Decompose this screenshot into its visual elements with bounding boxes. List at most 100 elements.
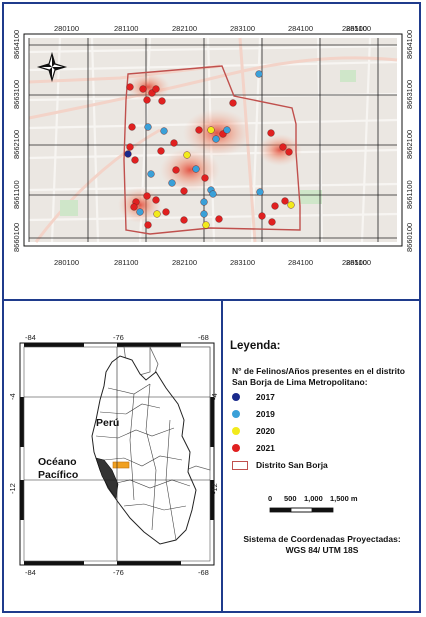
felid-point [268, 218, 276, 226]
district-map[interactable] [0, 0, 426, 300]
legend-item-2021: 2021 [232, 442, 275, 454]
legend-item-2020: 2020 [232, 425, 275, 437]
vertical-divider [221, 300, 223, 613]
top-y-tick-2: 8662100 [12, 129, 21, 159]
heat-clusters [118, 73, 302, 223]
felid-point [255, 70, 263, 78]
legend-title: Leyenda: [230, 340, 281, 352]
top-x-tick-bottom-2: 282100 [172, 258, 198, 267]
felid-point [157, 147, 165, 155]
legend-label: 2020 [256, 426, 275, 436]
felid-point [152, 85, 160, 93]
felid-point [212, 135, 220, 143]
crs-line1: Sistema de Coordenadas Proyectadas: [243, 534, 401, 544]
inset-x-tick-bottom-1: -76 [113, 568, 124, 577]
country-label: Perú [96, 417, 120, 429]
felid-point [202, 221, 210, 229]
felid-point [279, 143, 287, 151]
inset-x-tick-2: -68 [198, 333, 209, 342]
felid-point [168, 179, 176, 187]
legend-dot-icon [232, 393, 240, 401]
top-x-tick-3: 283100 [230, 24, 256, 33]
felid-point [200, 210, 208, 218]
inset-y-tick-right-1: -12 [210, 483, 219, 494]
felid-point [215, 215, 223, 223]
felid-point [192, 165, 200, 173]
felid-point [126, 83, 134, 91]
legend-item-2017: 2017 [232, 391, 275, 403]
felid-point [287, 201, 295, 209]
top-y-tick-right-2: 8662100 [405, 129, 414, 159]
scale-label-1500: 1,500 m [330, 494, 358, 503]
felid-point [143, 192, 151, 200]
felid-point [144, 123, 152, 131]
felid-point [162, 208, 170, 216]
top-y-tick-0: 8664100 [12, 29, 21, 59]
inset-y-tick-0: -4 [8, 393, 17, 400]
top-x-tick-bottom-1: 281100 [114, 258, 139, 267]
inset-y-tick-1: -12 [8, 483, 17, 494]
ocean-label-line1: Océano [38, 456, 77, 468]
felid-point [281, 197, 289, 205]
top-x-tick-0: 280100 [54, 24, 80, 33]
felid-point [130, 203, 138, 211]
top-y-tick-right-0: 8664100 [405, 29, 414, 59]
felid-point [144, 221, 152, 229]
legend-item-2019: 2019 [232, 408, 275, 420]
felid-point [143, 96, 151, 104]
top-x-tick-bottom-3: 283100 [230, 258, 256, 267]
felid-points [124, 70, 295, 229]
felid-point [267, 129, 275, 137]
top-y-tick-1: 8663100 [12, 79, 21, 109]
top-x-tick-bottom-6: 286100 [342, 258, 368, 267]
legend-label: 2021 [256, 443, 275, 453]
felid-point [180, 187, 188, 195]
felid-point [124, 150, 132, 158]
felid-point [195, 126, 203, 134]
inset-y-tick-right-0: -4 [210, 393, 219, 400]
legend-label: 2017 [256, 392, 275, 402]
crs-info: Sistema de Coordenadas Proyectadas: WGS … [228, 534, 416, 556]
scale-label-0: 0 [268, 494, 273, 503]
felid-point [170, 139, 178, 147]
felid-point [201, 174, 209, 182]
top-x-tick-bottom-0: 280100 [54, 258, 80, 267]
top-y-tick-right-3: 8661100 [405, 180, 414, 209]
felid-point [285, 148, 293, 156]
top-y-tick-4: 8660100 [12, 222, 21, 252]
felid-point [147, 170, 155, 178]
felid-point [200, 198, 208, 206]
legend-label: 2019 [256, 409, 275, 419]
felid-point [209, 190, 217, 198]
legend-dot-icon [232, 444, 240, 452]
top-x-tick-6: 286100 [342, 24, 368, 33]
top-y-tick-right-4: 8660100 [405, 222, 414, 252]
top-y-tick-3: 8661100 [12, 180, 21, 209]
legend-dot-icon [232, 410, 240, 418]
top-x-tick-bottom-5: 285100 [346, 258, 372, 267]
scale-label-500: 500 [284, 494, 297, 503]
top-x-tick-2: 282100 [172, 24, 198, 33]
felid-point [256, 188, 264, 196]
inset-x-tick-0: -84 [25, 333, 36, 342]
felid-point [180, 216, 188, 224]
basemap-parks [60, 70, 356, 216]
page-frame [2, 2, 421, 613]
inset-x-tick-bottom-2: -68 [198, 568, 209, 577]
scale-label-1000: 1,000 [304, 494, 323, 503]
district-boundary [123, 65, 301, 235]
felid-point [128, 123, 136, 131]
ocean-label-line2: Pacífico [38, 469, 79, 481]
felid-point [183, 151, 191, 159]
inset-x-tick-bottom-0: -84 [25, 568, 36, 577]
felid-point [258, 212, 266, 220]
legend-dot-icon [232, 427, 240, 435]
inset-x-tick-1: -76 [113, 333, 124, 342]
legend-boundary-icon [232, 460, 248, 470]
legend-item-boundary: Distrito San Borja [232, 459, 328, 471]
felid-point [153, 210, 161, 218]
felid-point [139, 85, 147, 93]
felid-point [229, 99, 237, 107]
top-x-tick-4: 284100 [288, 24, 314, 33]
felid-point [160, 127, 168, 135]
